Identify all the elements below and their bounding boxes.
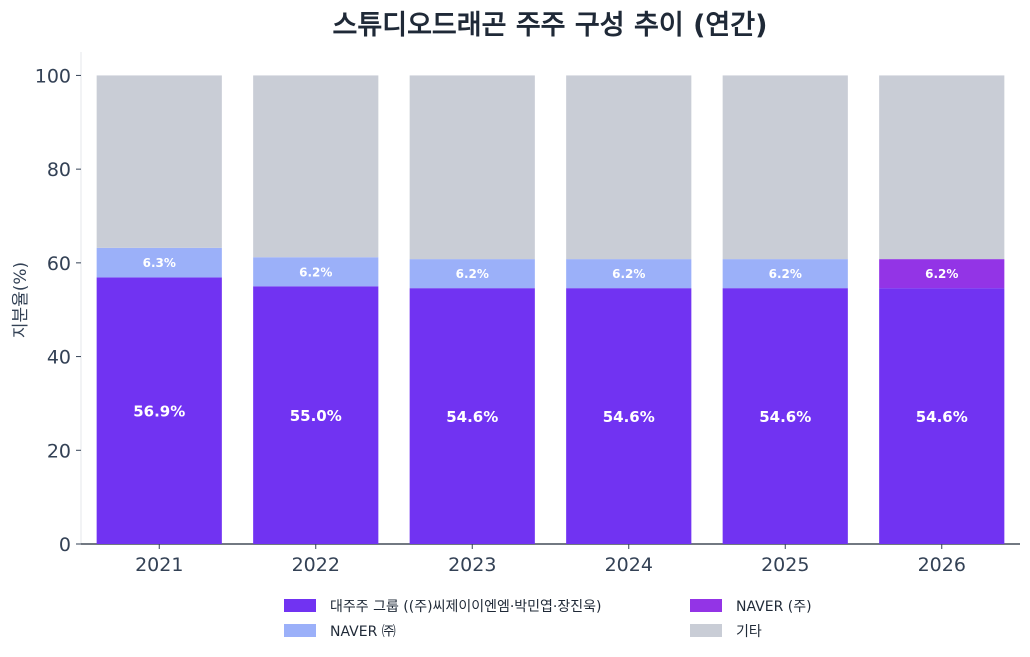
y-tick-label: 100 [35, 65, 71, 87]
data-label: 6.2% [925, 267, 958, 281]
data-label: 54.6% [603, 408, 655, 426]
bar-segment [722, 288, 848, 544]
data-label: 6.2% [769, 267, 802, 281]
legend-entry: 기타 [736, 624, 762, 640]
bar-segment [879, 75, 1005, 260]
y-tick-label: 0 [59, 534, 71, 556]
data-label: 6.2% [612, 267, 645, 281]
bar-segment [96, 247, 222, 278]
chart-title: 스튜디오드래곤 주주 구성 추이 (연간) [333, 10, 768, 41]
x-tick-label: 2026 [918, 554, 966, 576]
bar-segment [879, 259, 1005, 289]
legend-entry: 대주주 그룹 ((주)씨제이이엔엠·박민엽·장진욱) [330, 599, 602, 615]
x-tick-label: 2022 [292, 554, 340, 576]
data-label: 54.6% [916, 408, 968, 426]
bar-segment [96, 277, 222, 544]
y-tick-label: 20 [47, 440, 71, 462]
bar-segment [879, 288, 1005, 544]
bar-segment [253, 286, 379, 544]
legend-swatch [690, 599, 722, 612]
x-tick-label: 2023 [448, 554, 496, 576]
legend-entry: NAVER (주) [736, 599, 812, 615]
bar-segment [566, 288, 692, 544]
y-tick-label: 60 [47, 253, 71, 275]
bar-segment [409, 75, 535, 260]
x-tick-label: 2024 [605, 554, 653, 576]
data-label: 54.6% [759, 408, 811, 426]
x-tick-label: 2025 [761, 554, 809, 576]
bar-segment [253, 75, 379, 258]
data-label: 6.3% [143, 256, 176, 270]
bar-segment [722, 75, 848, 260]
legend-swatch [690, 624, 722, 637]
bar-segment [409, 288, 535, 544]
bar-labels: 56.9% 6.3% 55.0% 6.2% 54.6% 6.2% 54.6% 6.2% 54.6… [133, 256, 968, 426]
y-axis: 0 20 40 60 80 100 [35, 52, 82, 556]
bar-segment [96, 75, 222, 248]
legend-swatch [284, 624, 316, 637]
data-label: 55.0% [290, 407, 342, 425]
y-tick-label: 40 [47, 347, 71, 369]
bar-segment [253, 257, 379, 287]
legend-swatch [284, 599, 316, 612]
data-label: 54.6% [446, 408, 498, 426]
legend-entry: NAVER ㈜ [330, 624, 396, 640]
legend: 대주주 그룹 ((주)씨제이이엔엠·박민엽·장진욱) NAVER (주) NAVER… [284, 599, 812, 640]
data-label: 6.2% [456, 267, 489, 281]
bar-segment [566, 75, 692, 260]
y-tick-label: 80 [47, 159, 71, 181]
y-axis-label: 지분율(%) [11, 262, 31, 338]
bars [96, 75, 1005, 544]
bar-segment [722, 259, 848, 289]
x-tick-label: 2021 [135, 554, 183, 576]
data-label: 6.2% [299, 265, 332, 279]
data-label: 56.9% [133, 403, 185, 421]
x-axis: 2021 2022 2023 2024 2025 2026 [81, 543, 1020, 576]
bar-segment [409, 259, 535, 289]
bar-segment [566, 259, 692, 289]
